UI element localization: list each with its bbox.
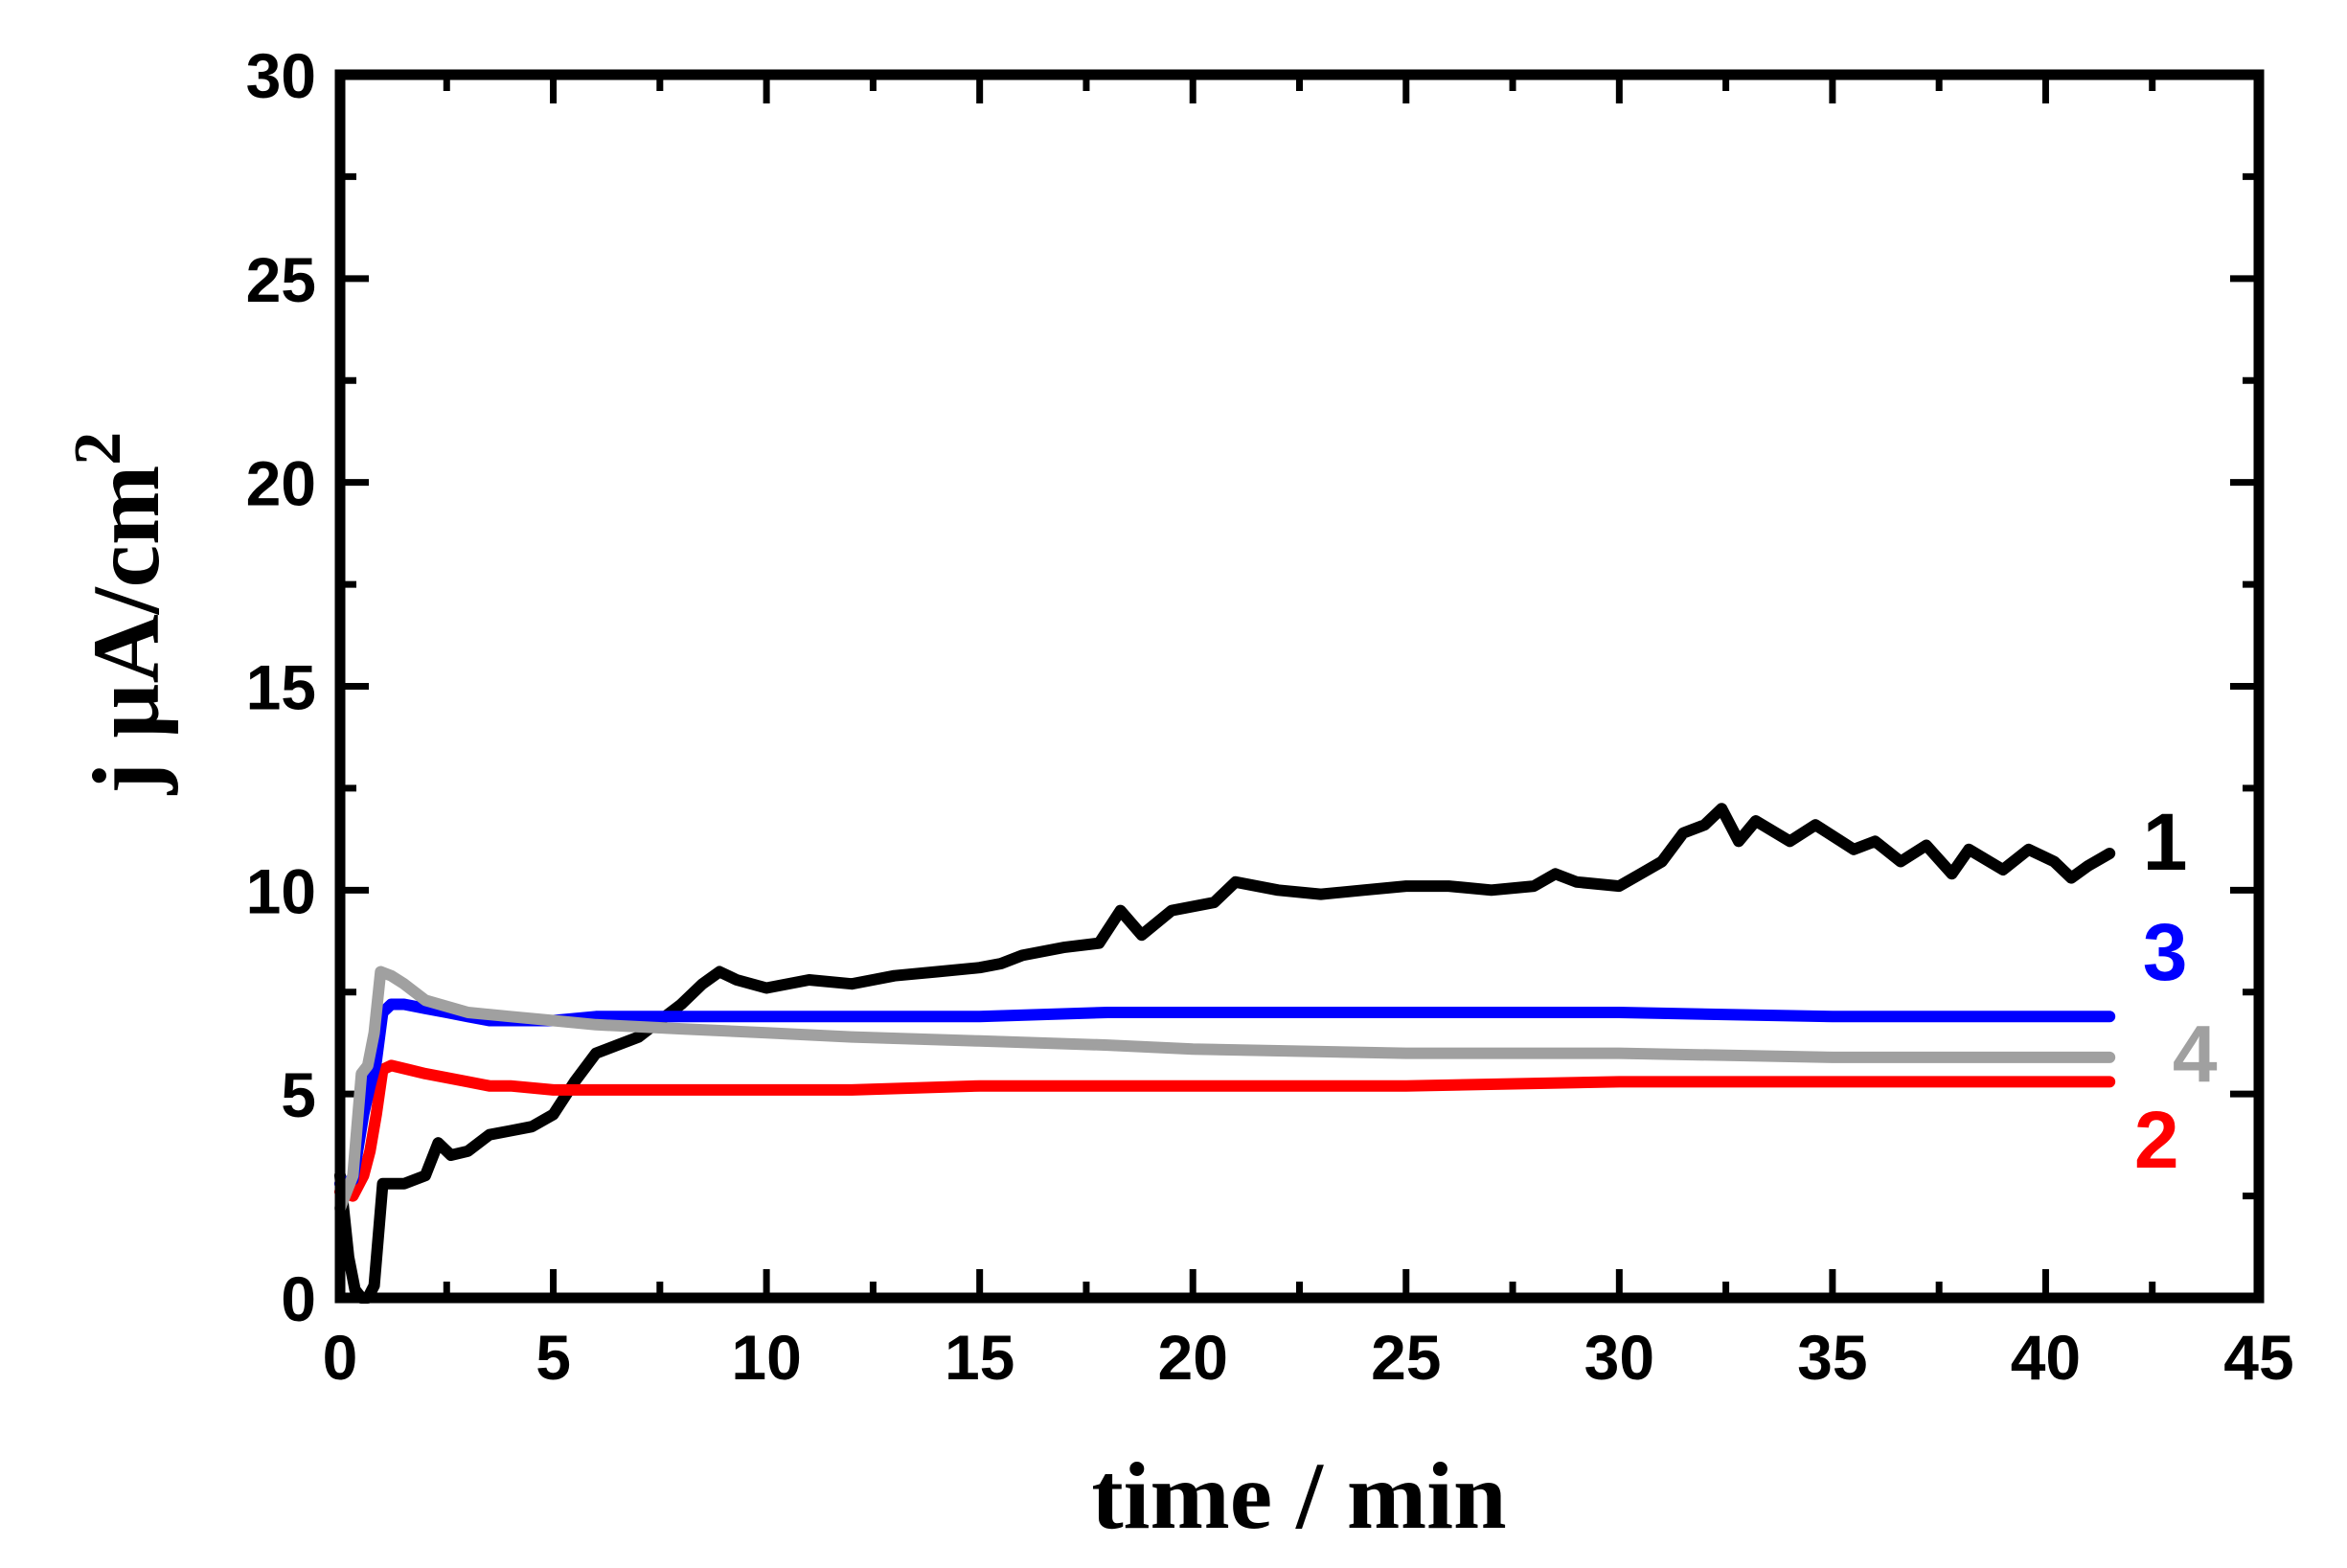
x-tick-label: 40 — [2011, 1322, 2081, 1393]
y-tick-label: 30 — [246, 40, 316, 111]
series-line-4 — [334, 966, 2116, 1215]
x-tick-label: 15 — [945, 1322, 1014, 1393]
series-labels: 1 3 42 — [2134, 797, 2218, 1185]
x-tick-label: 0 — [323, 1322, 358, 1393]
x-tick-label: 35 — [1797, 1322, 1867, 1393]
series-line-1 — [334, 803, 2116, 1304]
x-axis-title: time / min — [1091, 1443, 1506, 1549]
series-label-4: 4 — [2173, 1009, 2218, 1099]
series-label-1: 1 — [2143, 797, 2188, 887]
y-tick-label: 5 — [281, 1059, 316, 1130]
x-tick-label: 10 — [731, 1322, 801, 1393]
plot-frame — [334, 69, 2265, 1304]
y-tick-label: 0 — [281, 1263, 316, 1334]
y-tick-label: 10 — [246, 855, 316, 926]
y-axis-title-superscript: 2 — [61, 432, 135, 466]
y-tick-label: 20 — [246, 448, 316, 519]
x-tick-label: 5 — [535, 1322, 571, 1393]
series-label-2: 2 — [2134, 1095, 2179, 1185]
x-tick-label: 30 — [1584, 1322, 1654, 1393]
x-tick-label: 45 — [2223, 1322, 2293, 1393]
series-line-2 — [334, 1059, 2116, 1202]
x-tick-label: 20 — [1158, 1322, 1228, 1393]
tick-labels: 0 5 10 15 20 25 30 35 40 45 0 5 10 15 20 25 30 — [246, 40, 2294, 1393]
y-tick-label: 15 — [246, 652, 316, 723]
x-tick-label: 25 — [1371, 1322, 1441, 1393]
series-label-3: 3 — [2143, 907, 2188, 997]
y-tick-label: 25 — [246, 244, 316, 315]
y-axis-title: j µA/cm2 — [61, 432, 179, 796]
y-axis-title-main: j µA/cm — [73, 466, 179, 796]
series-lines — [334, 803, 2116, 1304]
